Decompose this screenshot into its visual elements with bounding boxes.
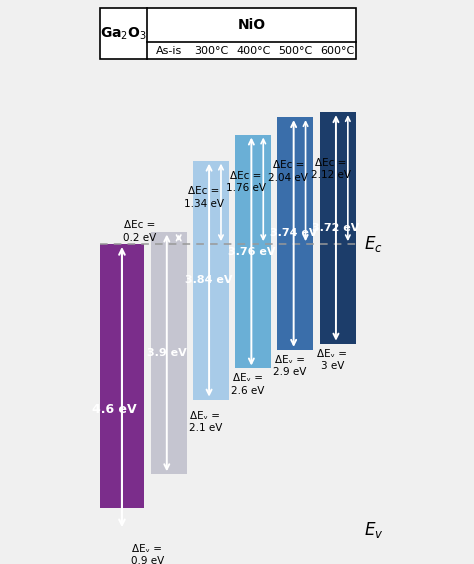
Bar	[277, 117, 313, 350]
Text: As-is: As-is	[155, 46, 182, 56]
Text: NiO: NiO	[237, 18, 265, 32]
Text: ΔEᴄ =
1.76 eV: ΔEᴄ = 1.76 eV	[226, 171, 266, 193]
Text: ΔEᵥ =
2.1 eV: ΔEᵥ = 2.1 eV	[189, 411, 222, 433]
Bar	[100, 244, 145, 530]
Text: 600°C: 600°C	[320, 46, 355, 56]
Bar	[100, 8, 356, 59]
Text: 400°C: 400°C	[236, 46, 270, 56]
Text: 3.72 eV: 3.72 eV	[312, 223, 360, 233]
Text: ΔEᴄ =
0.2 eV: ΔEᴄ = 0.2 eV	[123, 221, 156, 243]
Bar	[151, 232, 187, 474]
Text: ΔEᴄ =
1.34 eV: ΔEᴄ = 1.34 eV	[183, 186, 224, 209]
Bar	[319, 112, 356, 343]
Text: ΔEᵥ =
2.9 eV: ΔEᵥ = 2.9 eV	[273, 355, 307, 377]
Text: ΔEᵥ =
0.9 eV: ΔEᵥ = 0.9 eV	[131, 544, 164, 564]
Text: $E_v$: $E_v$	[365, 520, 384, 540]
Text: 300°C: 300°C	[194, 46, 228, 56]
Text: ΔEᴄ =
2.12 eV: ΔEᴄ = 2.12 eV	[310, 157, 351, 180]
Text: ΔEᴄ =
2.04 eV: ΔEᴄ = 2.04 eV	[268, 160, 308, 183]
Text: 500°C: 500°C	[278, 46, 312, 56]
Text: 3.74 eV: 3.74 eV	[270, 228, 318, 239]
Text: 3.76 eV: 3.76 eV	[228, 246, 275, 257]
Text: 3.9 eV: 3.9 eV	[147, 348, 187, 358]
Text: 3.84 eV: 3.84 eV	[185, 275, 233, 285]
Text: ΔEᵥ =
2.6 eV: ΔEᵥ = 2.6 eV	[231, 373, 264, 396]
Text: 4.6 eV: 4.6 eV	[92, 403, 137, 416]
Bar	[193, 161, 229, 399]
Bar	[235, 135, 271, 368]
Text: Ga$_2$O$_3$: Ga$_2$O$_3$	[100, 25, 147, 42]
Text: $E_c$: $E_c$	[365, 234, 383, 254]
Text: ΔEᵥ =
3 eV: ΔEᵥ = 3 eV	[317, 349, 347, 371]
